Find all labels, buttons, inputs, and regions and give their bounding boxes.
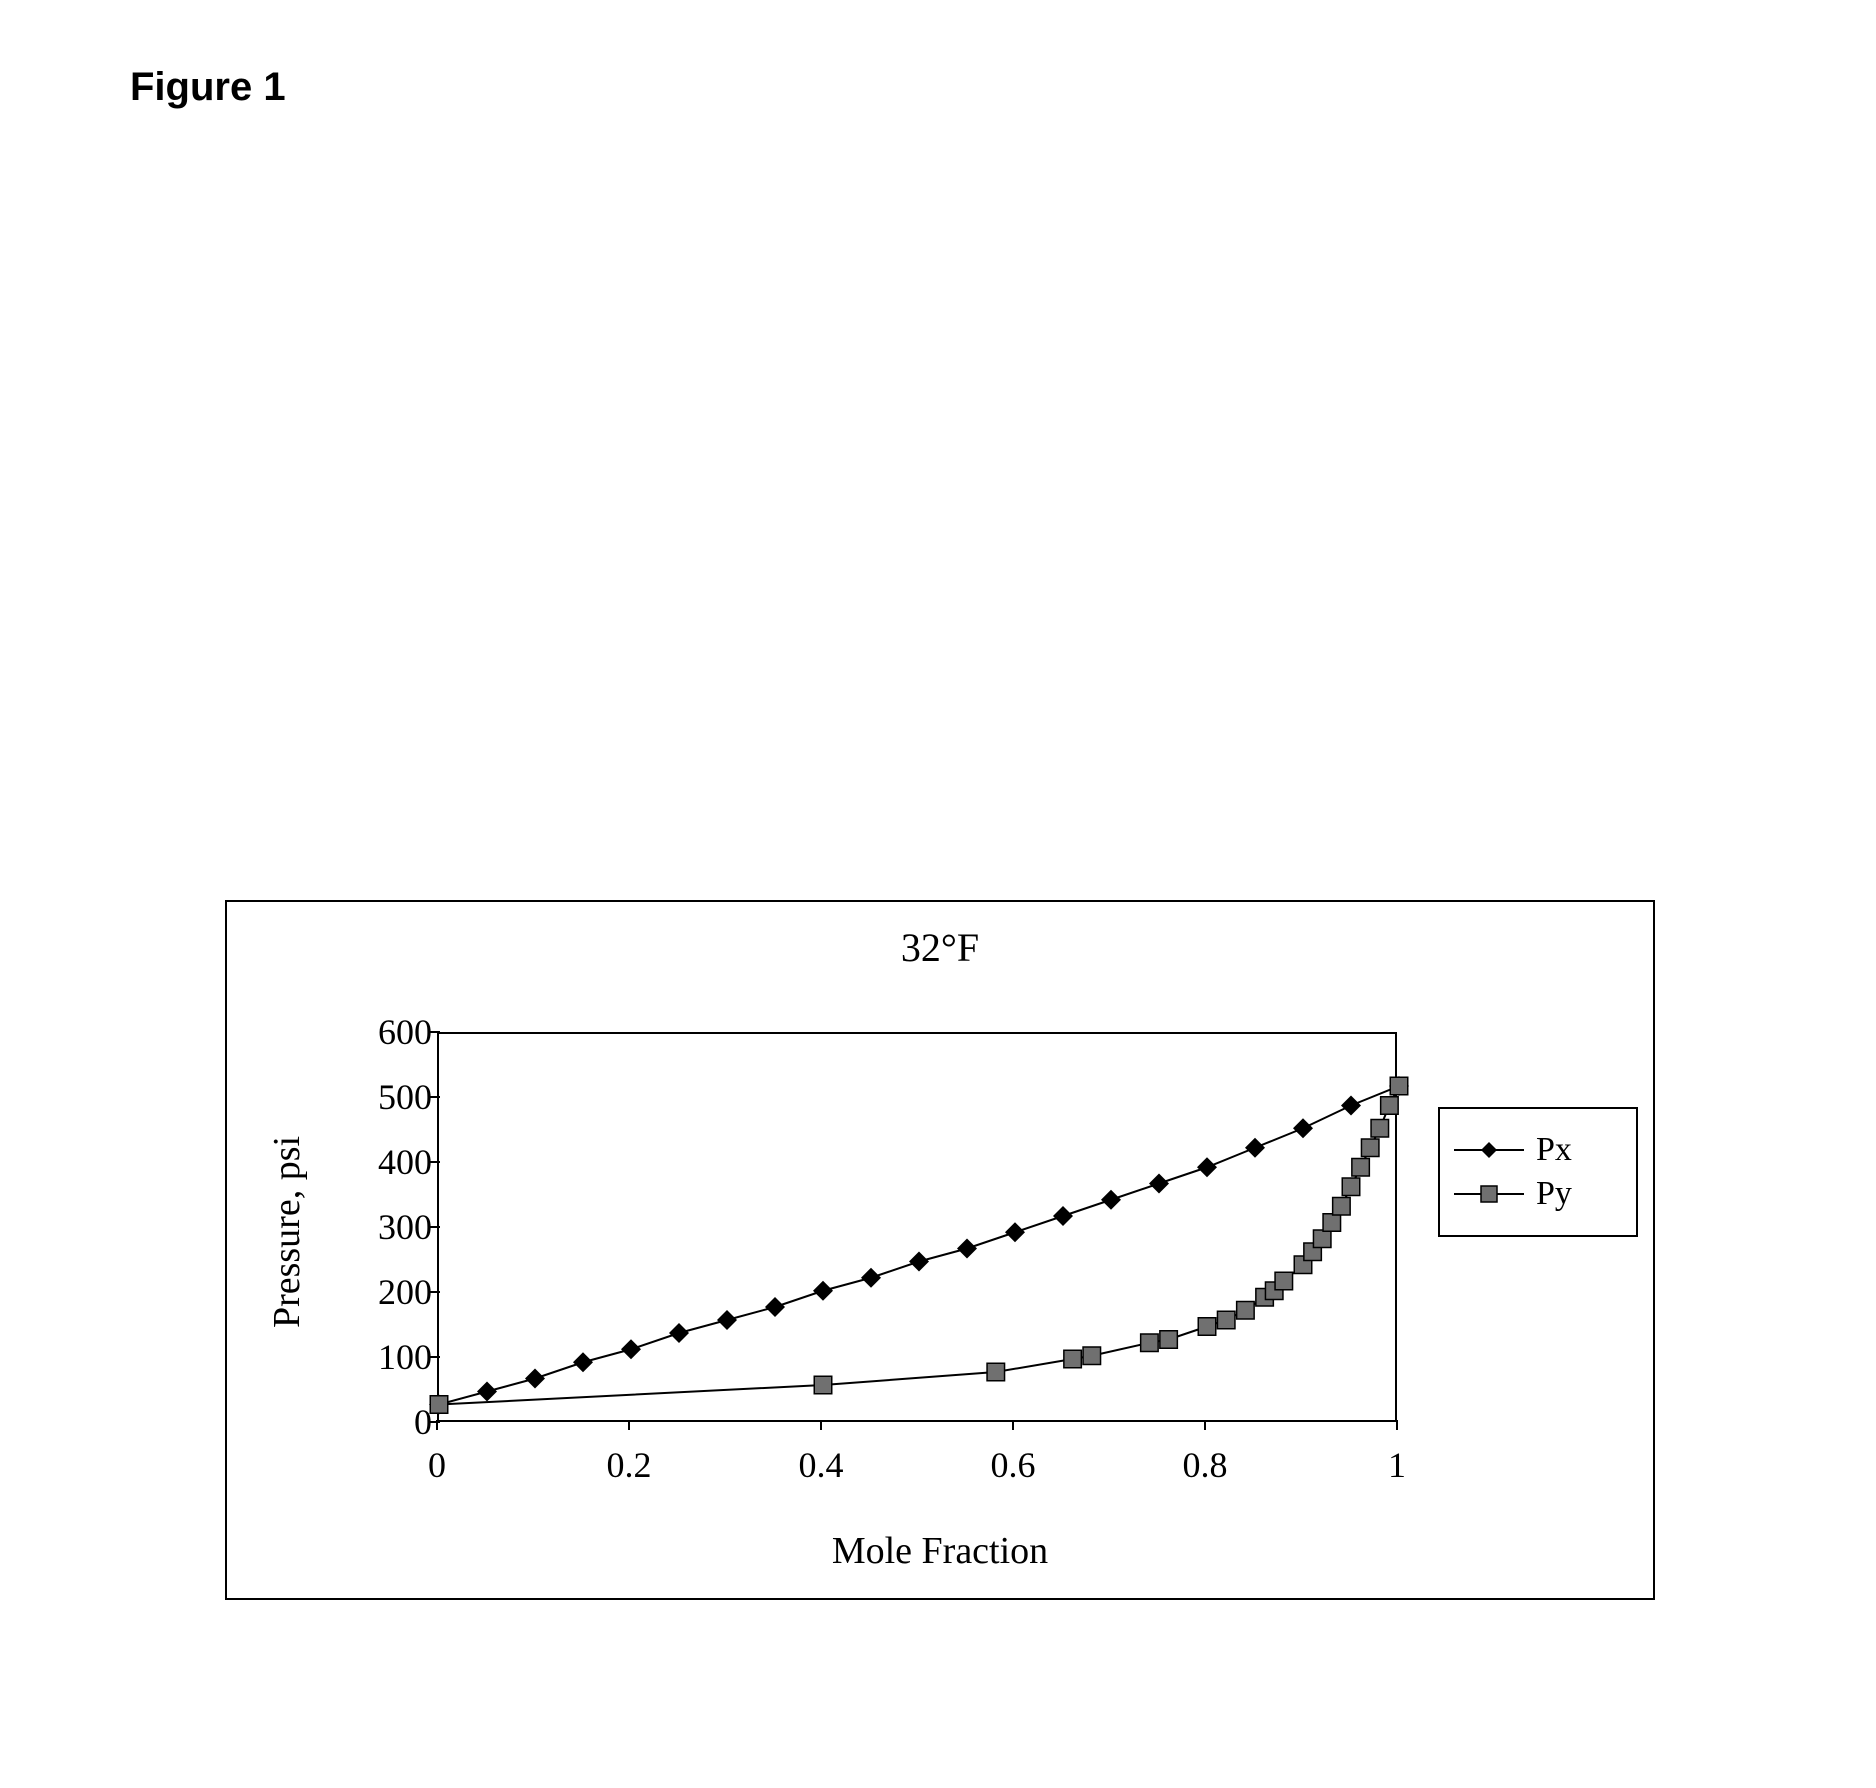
square-icon xyxy=(430,1396,448,1414)
diamond-icon xyxy=(1341,1096,1361,1116)
x-tick-mark xyxy=(628,1420,630,1430)
y-axis-label: Pressure, psi xyxy=(262,1042,312,1422)
square-icon xyxy=(814,1376,832,1394)
square-icon xyxy=(1313,1230,1331,1248)
diamond-icon xyxy=(717,1310,737,1330)
diamond-icon xyxy=(765,1297,785,1317)
square-icon xyxy=(1342,1178,1360,1196)
y-tick-mark xyxy=(430,1031,440,1033)
diamond-icon xyxy=(861,1268,881,1288)
y-tick-mark xyxy=(430,1291,440,1293)
square-icon xyxy=(1064,1350,1082,1368)
x-tick-mark xyxy=(1396,1420,1398,1430)
y-axis-label-text: Pressure, psi xyxy=(265,1136,309,1328)
diamond-icon xyxy=(1197,1157,1217,1177)
square-icon xyxy=(1381,1097,1399,1115)
y-tick-label: 400 xyxy=(337,1141,432,1183)
square-icon xyxy=(1390,1077,1408,1095)
square-icon xyxy=(1479,1184,1499,1204)
legend-label-px: Px xyxy=(1536,1131,1572,1169)
diamond-icon xyxy=(1005,1222,1025,1242)
y-tick-mark xyxy=(430,1226,440,1228)
square-icon xyxy=(1217,1311,1235,1329)
x-tick-label: 0.4 xyxy=(799,1444,844,1486)
square-icon xyxy=(1361,1139,1379,1157)
y-axis-ticks: 0100200300400500600 xyxy=(337,1032,432,1422)
legend-sample-py xyxy=(1454,1182,1524,1206)
plot-area xyxy=(437,1032,1397,1422)
y-tick-mark xyxy=(430,1421,440,1423)
y-tick-label: 300 xyxy=(337,1206,432,1248)
square-icon xyxy=(1352,1159,1370,1177)
diamond-icon xyxy=(621,1339,641,1359)
x-tick-mark xyxy=(436,1420,438,1430)
x-tick-label: 0.8 xyxy=(1183,1444,1228,1486)
diamond-icon xyxy=(669,1323,689,1343)
square-icon xyxy=(1198,1318,1216,1336)
diamond-icon xyxy=(957,1239,977,1259)
square-icon xyxy=(1323,1214,1341,1232)
legend-label-py: Py xyxy=(1536,1175,1572,1213)
y-tick-label: 0 xyxy=(337,1401,432,1443)
square-icon xyxy=(1083,1347,1101,1365)
y-tick-label: 200 xyxy=(337,1271,432,1313)
square-icon xyxy=(987,1363,1005,1381)
diamond-icon xyxy=(1293,1118,1313,1138)
y-tick-label: 100 xyxy=(337,1336,432,1378)
square-icon xyxy=(1160,1331,1178,1349)
square-icon xyxy=(1333,1198,1351,1216)
diamond-icon xyxy=(813,1281,833,1301)
y-tick-label: 600 xyxy=(337,1011,432,1053)
diamond-icon xyxy=(1053,1206,1073,1226)
diamond-icon xyxy=(1149,1174,1169,1194)
x-tick-mark xyxy=(1012,1420,1014,1430)
diamond-icon xyxy=(1101,1190,1121,1210)
x-tick-label: 0.6 xyxy=(991,1444,1036,1486)
square-icon xyxy=(1371,1120,1389,1138)
x-tick-mark xyxy=(820,1420,822,1430)
legend-sample-px xyxy=(1454,1138,1524,1162)
square-icon xyxy=(1141,1334,1159,1352)
legend: Px Py xyxy=(1438,1107,1638,1237)
y-tick-mark xyxy=(430,1356,440,1358)
diamond-icon xyxy=(477,1382,497,1402)
chart-title: 32°F xyxy=(227,924,1653,971)
diamond-icon xyxy=(1245,1138,1265,1158)
figure-label: Figure 1 xyxy=(130,65,286,110)
x-tick-label: 1 xyxy=(1388,1444,1406,1486)
y-tick-mark xyxy=(430,1096,440,1098)
x-tick-label: 0 xyxy=(428,1444,446,1486)
diamond-icon xyxy=(1479,1140,1499,1160)
diamond-icon xyxy=(909,1252,929,1272)
x-tick-mark xyxy=(1204,1420,1206,1430)
plot-svg xyxy=(439,1034,1395,1420)
x-tick-label: 0.2 xyxy=(607,1444,652,1486)
square-icon xyxy=(1275,1272,1293,1290)
legend-item-py: Py xyxy=(1454,1175,1622,1213)
y-tick-mark xyxy=(430,1161,440,1163)
x-axis-ticks: 00.20.40.60.81 xyxy=(437,1432,1397,1492)
chart-container: 32°F Pressure, psi 0 100 200 300 400 500 600 0… xyxy=(225,900,1655,1600)
diamond-icon xyxy=(525,1369,545,1389)
x-axis-label: Mole Fraction xyxy=(227,1529,1653,1573)
square-icon xyxy=(1237,1302,1255,1320)
diamond-icon xyxy=(573,1352,593,1372)
y-tick-label: 500 xyxy=(337,1076,432,1118)
legend-item-px: Px xyxy=(1454,1131,1622,1169)
